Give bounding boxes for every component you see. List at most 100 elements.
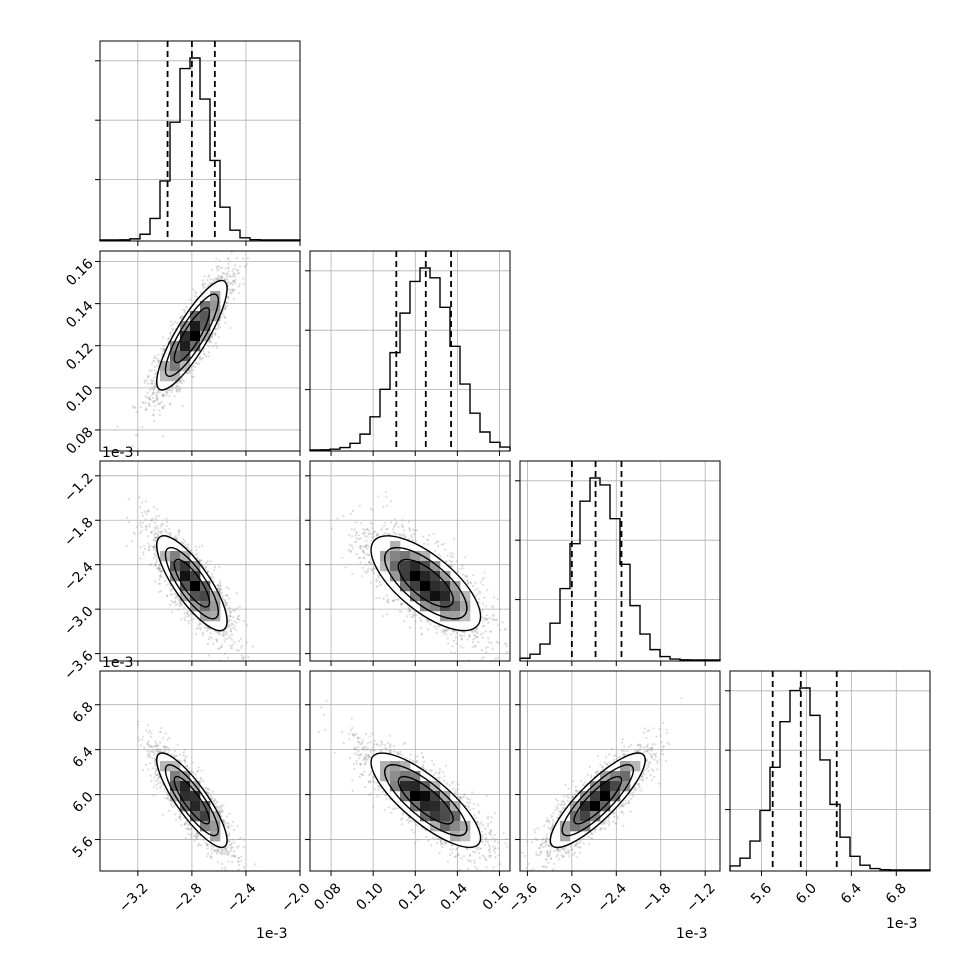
scatter-point — [369, 749, 372, 752]
scatter-point — [227, 295, 230, 298]
scatter-point — [372, 743, 375, 746]
scatter-point — [544, 840, 548, 843]
scatter-point — [353, 540, 356, 543]
scatter-point — [156, 745, 159, 748]
scatter-point — [161, 736, 165, 739]
scatter-point — [194, 362, 198, 365]
scatter-point — [149, 762, 152, 765]
density-cell — [560, 821, 571, 832]
scatter-point — [362, 748, 365, 751]
scatter-point — [127, 498, 130, 501]
scatter-point — [361, 575, 364, 578]
scatter-point — [187, 609, 190, 613]
x-tick-label-p3: −2.4 — [595, 880, 630, 915]
scatter-point — [233, 272, 236, 275]
scatter-point — [349, 549, 352, 553]
scatter-point — [184, 756, 187, 759]
scatter-point — [613, 812, 616, 815]
scatter-point — [622, 753, 625, 756]
scatter-point — [166, 738, 169, 741]
scatter-point — [530, 875, 532, 877]
scatter-point — [154, 769, 157, 773]
scatter-point — [221, 862, 224, 866]
contour-line-1 — [384, 764, 468, 837]
scatter-point — [457, 783, 460, 786]
scatter-point — [393, 532, 396, 535]
scatter-point — [355, 540, 358, 544]
scatter-point — [145, 527, 148, 530]
density-cell — [560, 831, 571, 842]
scatter-point — [205, 843, 209, 847]
scatter-point — [184, 822, 187, 825]
scatter-point — [179, 387, 182, 391]
scatter-point — [232, 280, 236, 283]
scatter-point — [177, 816, 181, 819]
scatter-point — [482, 656, 485, 659]
scatter-point — [648, 761, 651, 764]
scatter-point — [217, 584, 220, 587]
scatter-point — [238, 283, 241, 286]
scatter-point — [152, 748, 155, 752]
scatter-point — [158, 730, 161, 733]
scatter-point — [353, 734, 356, 737]
scatter-point — [579, 840, 582, 843]
scatter-point — [621, 803, 624, 807]
scatter-point — [449, 555, 452, 558]
scatter-point — [364, 732, 367, 736]
scatter-point — [159, 741, 162, 744]
scatter-point — [199, 355, 202, 359]
scatter-point — [353, 746, 357, 749]
scatter-point — [665, 732, 668, 735]
scatter-point — [206, 855, 209, 858]
density-cell — [430, 791, 441, 802]
scatter-point — [466, 848, 469, 851]
scatter-point — [375, 533, 379, 537]
scatter-point — [475, 630, 478, 633]
scatter-point — [400, 610, 403, 613]
scatter-point — [148, 729, 152, 732]
scatter-point — [656, 759, 659, 762]
scatter-point — [349, 729, 352, 732]
scatter-point — [393, 598, 396, 601]
scatter-point — [361, 549, 364, 552]
scatter-point — [475, 636, 479, 639]
scatter-point — [225, 848, 228, 851]
x-tick-label-p1: −3.2 — [116, 880, 151, 915]
density-cell — [600, 781, 611, 792]
scatter-point — [540, 843, 543, 846]
scatter-point — [195, 836, 198, 839]
scatter-point — [230, 292, 233, 295]
scatter-point — [549, 857, 553, 861]
scatter-point — [462, 796, 465, 799]
scatter-point — [349, 756, 352, 760]
scatter-point — [355, 733, 358, 736]
scatter-point — [323, 728, 327, 731]
density-cell — [420, 591, 431, 602]
scatter-point — [552, 811, 555, 815]
scatter-point — [599, 826, 602, 830]
scatter-point — [555, 806, 558, 809]
scatter-point — [376, 743, 379, 747]
scatter-point — [465, 575, 468, 578]
scatter-point — [231, 275, 235, 278]
scatter-point — [330, 527, 333, 530]
scatter-point — [258, 213, 260, 215]
density-cell — [420, 551, 431, 562]
scatter-point — [148, 755, 151, 758]
scatter-point — [160, 347, 163, 350]
scatter-point — [469, 581, 472, 584]
scatter-point — [229, 610, 233, 614]
scatter-point — [641, 779, 644, 782]
scatter-point — [152, 546, 155, 549]
scatter-point — [384, 747, 388, 751]
scatter-point — [246, 624, 249, 627]
scatter-point — [473, 861, 476, 864]
scatter-point — [591, 837, 594, 840]
scatter-point — [572, 795, 575, 798]
scatter-point — [647, 770, 650, 773]
scatter-point — [173, 750, 177, 753]
scatter-point — [662, 745, 665, 748]
scatter-point — [351, 789, 354, 793]
scatter-point — [579, 779, 583, 783]
scatter-point — [215, 638, 218, 641]
